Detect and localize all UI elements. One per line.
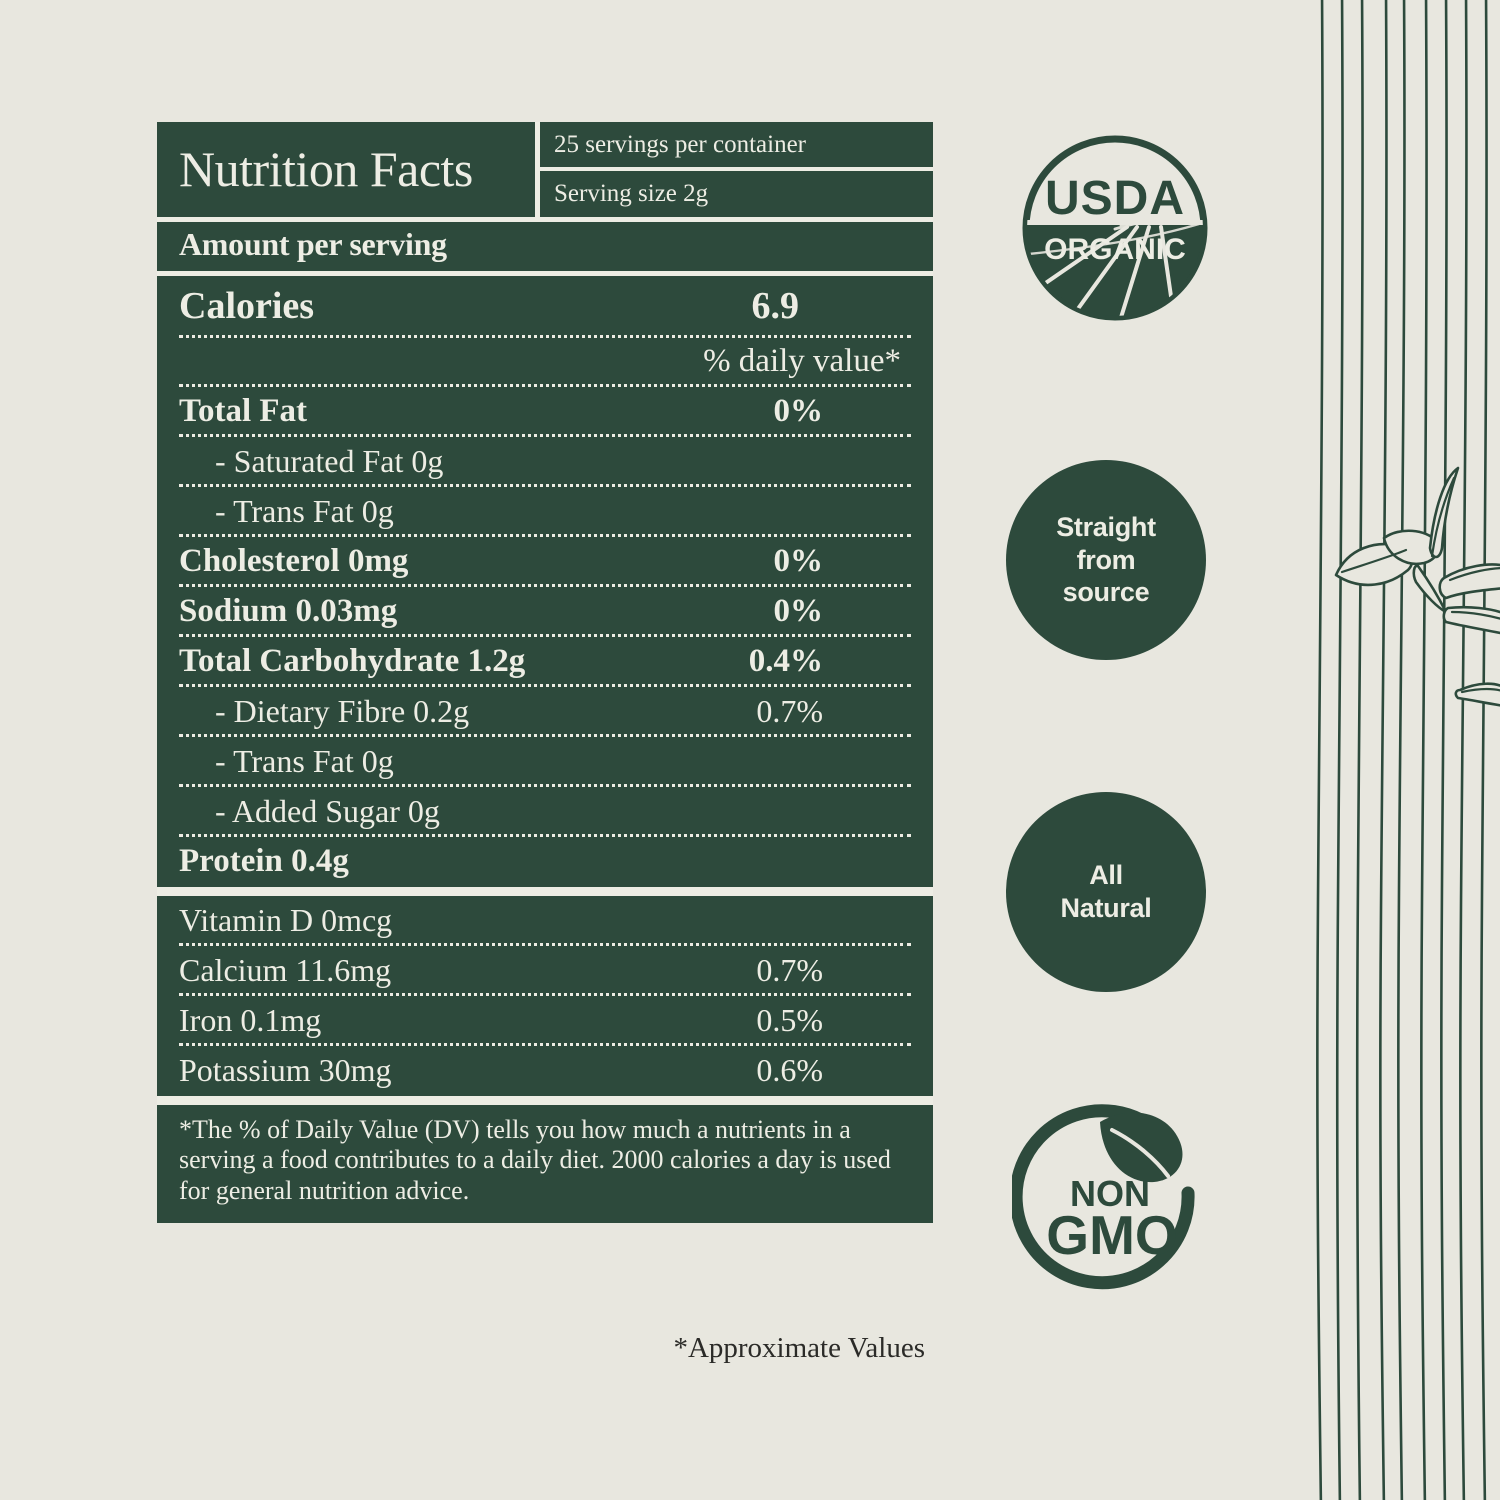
daily-value-header-text: % daily value* [703, 342, 901, 379]
nutrient-daily-value: 0% [773, 392, 824, 429]
section-divider [157, 886, 933, 896]
nutrition-facts-label: Nutrition Facts 25 servings per containe… [157, 122, 933, 1223]
nutrient-label: - Trans Fat 0g [215, 492, 394, 529]
nutrient-label: Vitamin D 0mcg [179, 901, 393, 938]
serving-size: Serving size 2g [554, 180, 709, 208]
nutrient-label: Total Fat [179, 392, 308, 429]
nutrient-label: - Trans Fat 0g [215, 742, 394, 779]
nutrient-label: Protein 0.4g [179, 842, 349, 879]
nutrient-label: Sodium 0.03mg [179, 592, 398, 629]
badge-circle: Straight from source [1006, 460, 1206, 660]
nutrient-row: - Trans Fat 0g [157, 737, 933, 787]
nutrient-row: Calcium 11.6mg 0.7% [157, 946, 933, 996]
nutrient-row: - Saturated Fat 0g [157, 437, 933, 487]
nutrient-daily-value: 0.7% [756, 692, 823, 729]
nutrient-daily-value: 0.4% [748, 642, 823, 679]
nutrient-row: Total Fat 0% [157, 387, 933, 437]
usda-organic-badge: USDA ORGANIC [1015, 128, 1215, 328]
nutrient-daily-value: 0% [773, 542, 824, 579]
nutrient-list: Total Fat 0% - Saturated Fat 0g - Trans Fat… [157, 387, 933, 887]
nutrient-row: Cholesterol 0mg 0% [157, 537, 933, 587]
daily-value-footnote: *The % of Daily Value (DV) tells you how… [179, 1114, 891, 1205]
approximate-values-note: *Approximate Values [673, 1332, 925, 1364]
straight-from-source-badge: Straight from source [1006, 460, 1206, 660]
nutrient-row: - Added Sugar 0g [157, 787, 933, 837]
nutrient-daily-value: 0.7% [756, 951, 823, 988]
stalks-illustration [1300, 0, 1500, 1500]
straight-from-source-text: Straight from source [1056, 511, 1156, 608]
nutrient-label: Calcium 11.6mg [179, 951, 392, 988]
nutrient-label: Iron 0.1mg [179, 1001, 322, 1038]
ring-shape [1009, 1104, 1195, 1290]
micronutrient-list: Vitamin D 0mcg Calcium 11.6mg 0.7% Iron 0.1… [157, 896, 933, 1096]
non-text: NON [1070, 1173, 1150, 1214]
calories-value: 6.9 [751, 284, 800, 327]
nutrient-row: Total Carbohydrate 1.2g 0.4% [157, 637, 933, 687]
usda-text: USDA [1045, 172, 1185, 225]
gmo-text: GMO [1046, 1204, 1177, 1266]
nutrient-row: Iron 0.1mg 0.5% [157, 996, 933, 1046]
nutrient-row: - Trans Fat 0g [157, 487, 933, 537]
all-natural-text: All Natural [1060, 860, 1152, 923]
nutrient-label: Potassium 30mg [179, 1051, 392, 1088]
nutrient-daily-value: 0% [773, 592, 824, 629]
nutrient-daily-value: 0.6% [756, 1051, 823, 1088]
nutrient-label: - Dietary Fibre 0.2g [215, 692, 470, 729]
footnote-divider [157, 1095, 933, 1105]
amount-per-serving-heading: Amount per serving [157, 222, 933, 276]
nutrient-row: - Dietary Fibre 0.2g 0.7% [157, 687, 933, 737]
badge-circle: All Natural [1006, 792, 1206, 992]
calories-label: Calories [179, 284, 315, 327]
nutrient-label: Cholesterol 0mg [179, 542, 409, 579]
nutrient-label: - Added Sugar 0g [215, 792, 440, 829]
all-natural-badge: All Natural [1006, 792, 1206, 992]
nutrient-row: Protein 0.4g [157, 837, 933, 887]
page-title: Nutrition Facts [179, 141, 473, 198]
servings-block: 25 servings per container Serving size 2… [540, 122, 933, 217]
daily-value-header: % daily value* [157, 338, 933, 387]
nutrient-label: Total Carbohydrate 1.2g [179, 642, 526, 679]
label-header: Nutrition Facts 25 servings per containe… [157, 122, 933, 222]
nutrient-label: - Saturated Fat 0g [215, 442, 444, 479]
nutrient-row: Sodium 0.03mg 0% [157, 587, 933, 637]
nutrient-row: Potassium 30mg 0.6% [157, 1046, 933, 1096]
calories-row: Calories 6.9 [157, 276, 933, 338]
non-gmo-badge: NON GMO [1009, 1098, 1212, 1298]
label-title-block: Nutrition Facts [157, 122, 540, 217]
servings-per-container: 25 servings per container [540, 122, 933, 172]
nutrient-row: Vitamin D 0mcg [157, 896, 933, 946]
nutrient-daily-value: 0.5% [756, 1001, 823, 1038]
